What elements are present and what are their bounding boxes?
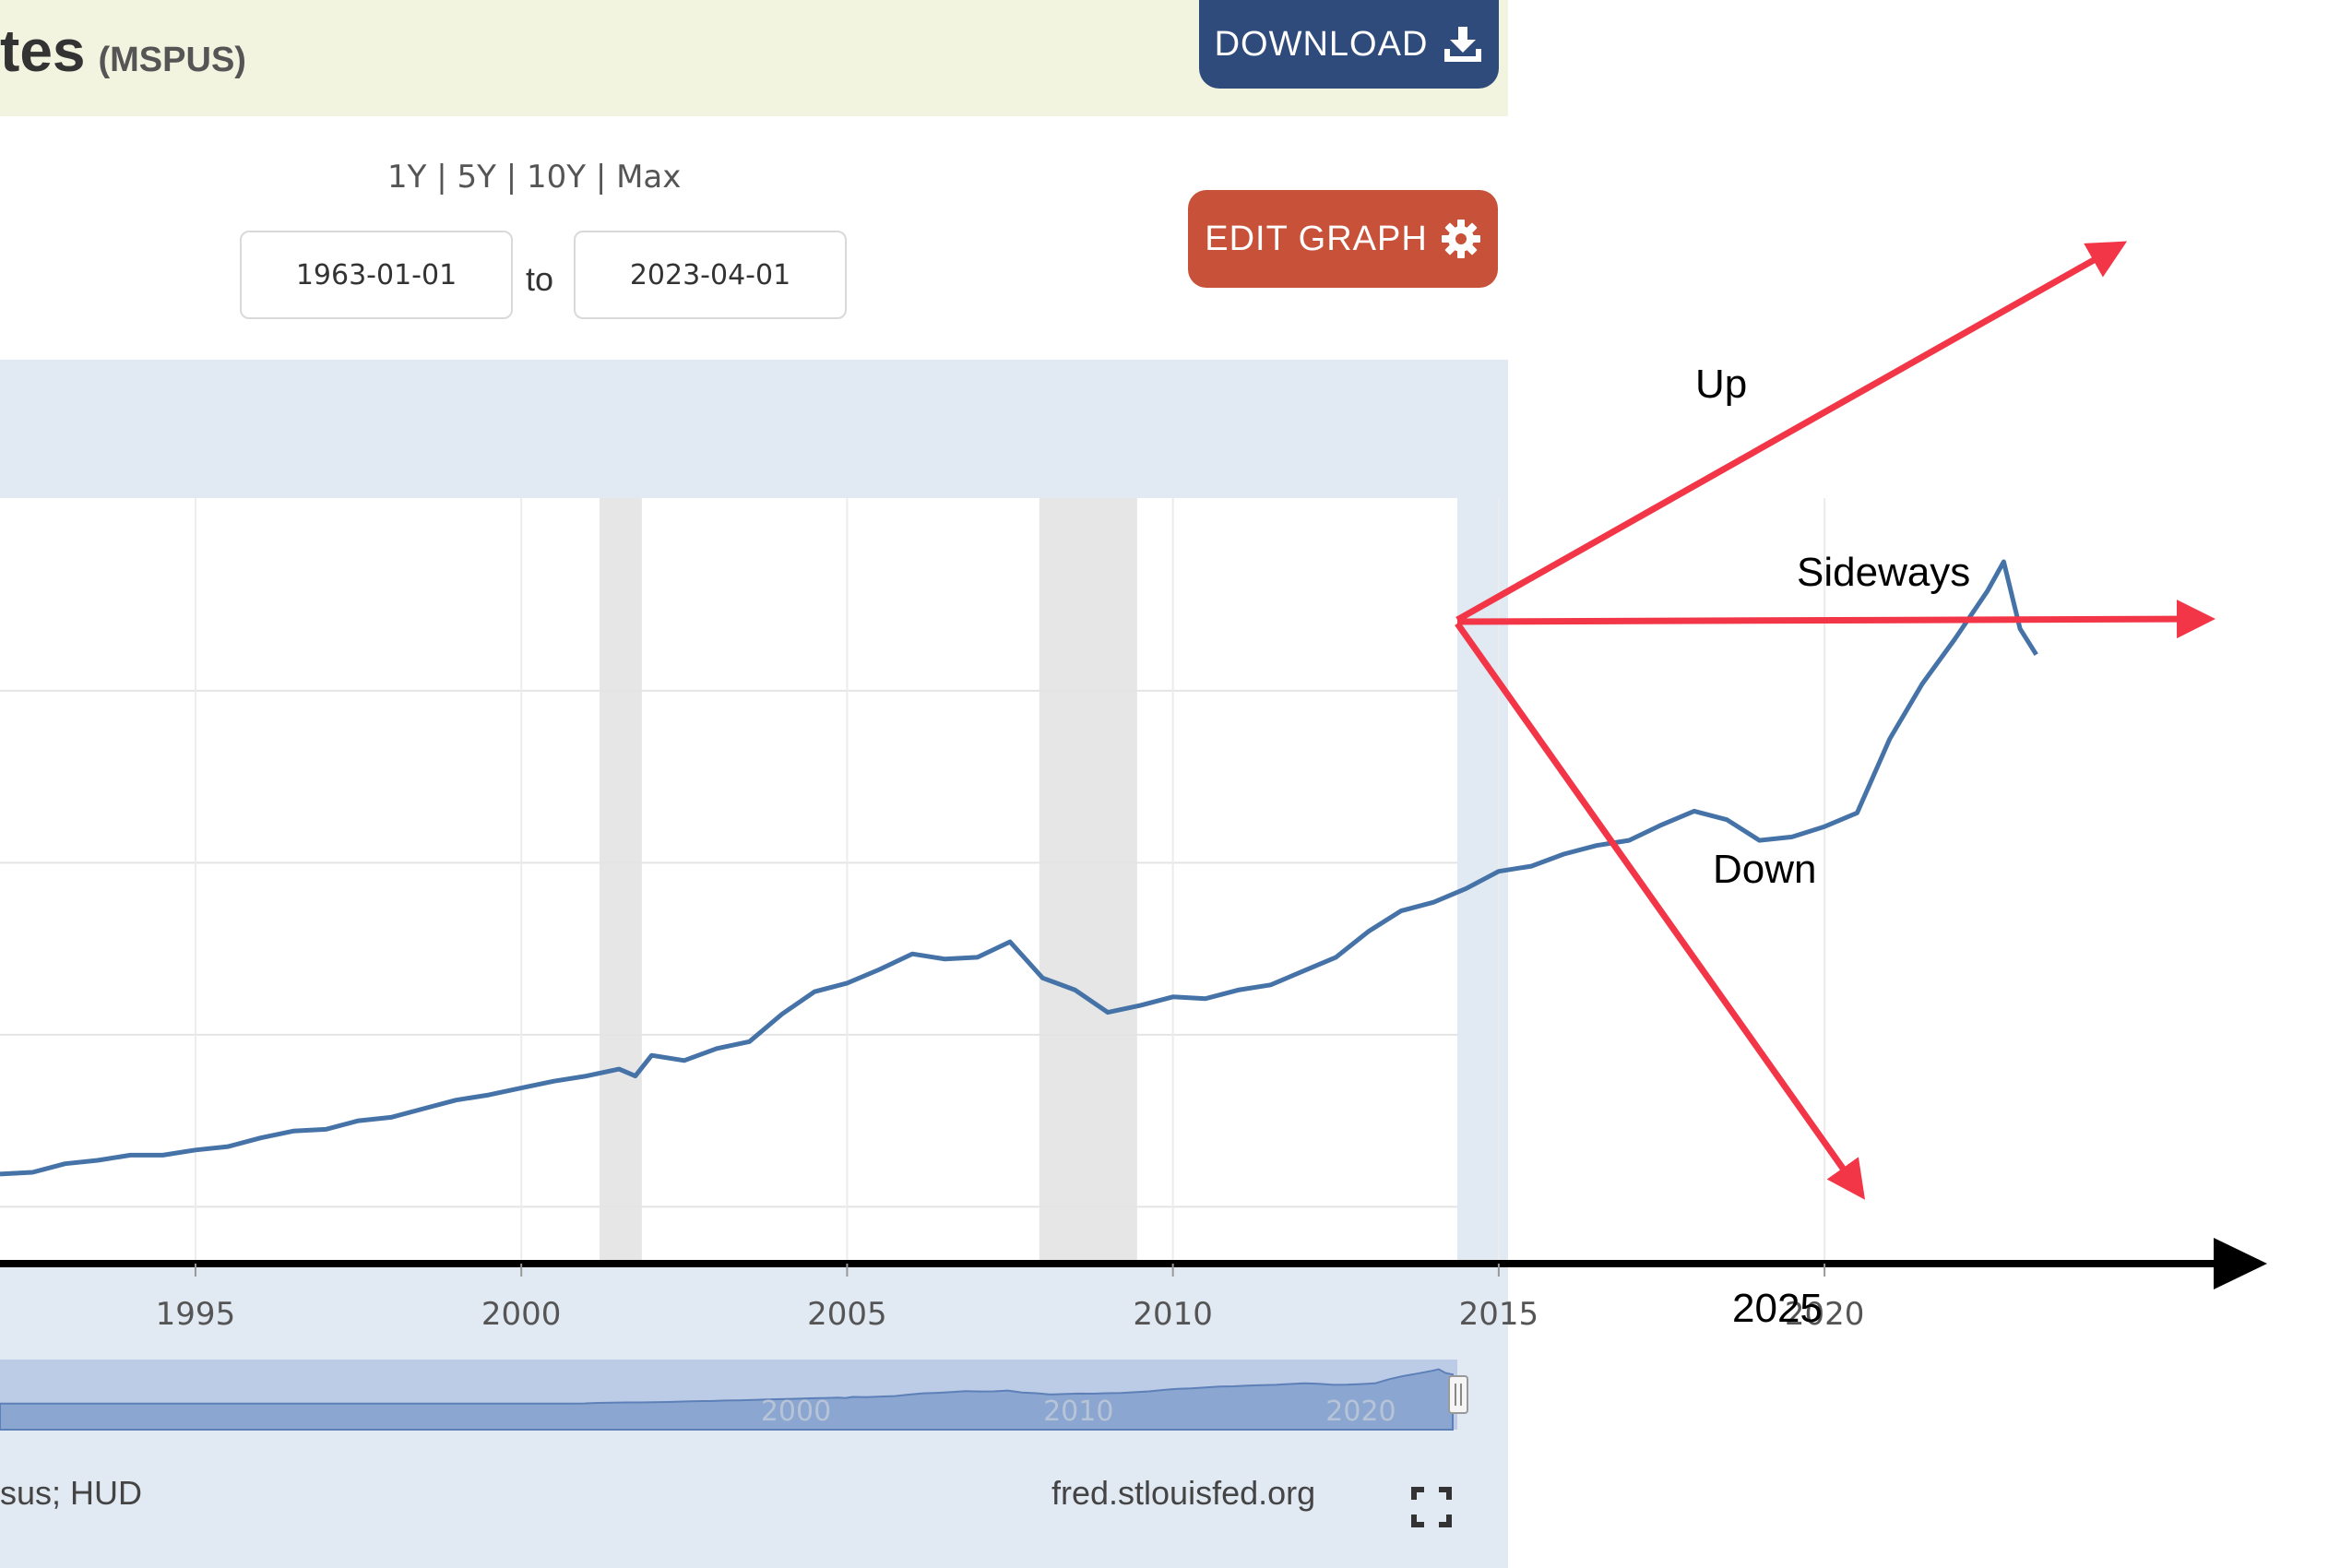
source-text: sus; HUD: [0, 1474, 143, 1512]
x-tick-label-2005: 2005: [807, 1296, 887, 1333]
x-tick-label-2020: 2020: [1785, 1296, 1865, 1333]
x-axis-arrowhead: [2214, 1238, 2267, 1289]
range-10y[interactable]: 10Y: [526, 159, 587, 196]
to-label: to: [526, 260, 554, 298]
range-1y[interactable]: 1Y: [387, 159, 427, 196]
label-up: Up: [1695, 362, 1748, 407]
series-title-text: tes: [0, 18, 86, 84]
navigator-tick-2020: 2020: [1325, 1396, 1396, 1428]
download-icon: [1444, 27, 1482, 62]
plot-area: [0, 498, 1457, 1262]
label-sideways: Sideways: [1797, 550, 1971, 595]
recession-band-2: [1039, 498, 1137, 1262]
download-label: DOWNLOAD: [1214, 24, 1429, 64]
fullscreen-icon[interactable]: [1411, 1487, 1452, 1527]
series-header: tes (MSPUS) DOWNLOAD: [0, 0, 1508, 116]
range-max[interactable]: Max: [616, 159, 682, 196]
range-selector: 1Y | 5Y | 10Y | Max: [387, 159, 682, 196]
edit-graph-label: EDIT GRAPH: [1205, 219, 1428, 258]
x-tick-label-2015: 2015: [1459, 1296, 1539, 1333]
arrow-sideways: [1456, 600, 2215, 639]
series-line: [0, 559, 2038, 1177]
gear-icon: [1441, 220, 1480, 258]
recession-band-1: [599, 498, 642, 1262]
series-code: (MSPUS): [98, 41, 246, 79]
download-button[interactable]: DOWNLOAD: [1199, 0, 1499, 89]
end-date-input[interactable]: [574, 231, 847, 319]
x-tick-label-1995: 1995: [156, 1296, 236, 1333]
series-title: tes (MSPUS): [0, 17, 246, 85]
arrow-down: [1455, 621, 1866, 1200]
site-link[interactable]: fred.stlouisfed.org: [1051, 1474, 1316, 1512]
range-5y[interactable]: 5Y: [457, 159, 496, 196]
x-tick-label-2010: 2010: [1133, 1296, 1213, 1333]
start-date-input[interactable]: [240, 231, 513, 319]
navigator-tick-2000: 2000: [761, 1396, 831, 1428]
navigator-tick-2010: 2010: [1043, 1396, 1113, 1428]
navigator-handle[interactable]: [1448, 1375, 1468, 1414]
arrow-up: [1455, 241, 2128, 624]
label-2025: 2025: [1732, 1286, 1823, 1331]
label-down: Down: [1713, 847, 1817, 892]
x-tick-label-2000: 2000: [481, 1296, 562, 1333]
edit-graph-button[interactable]: EDIT GRAPH: [1188, 190, 1498, 288]
navigator-series: [0, 1368, 1454, 1431]
